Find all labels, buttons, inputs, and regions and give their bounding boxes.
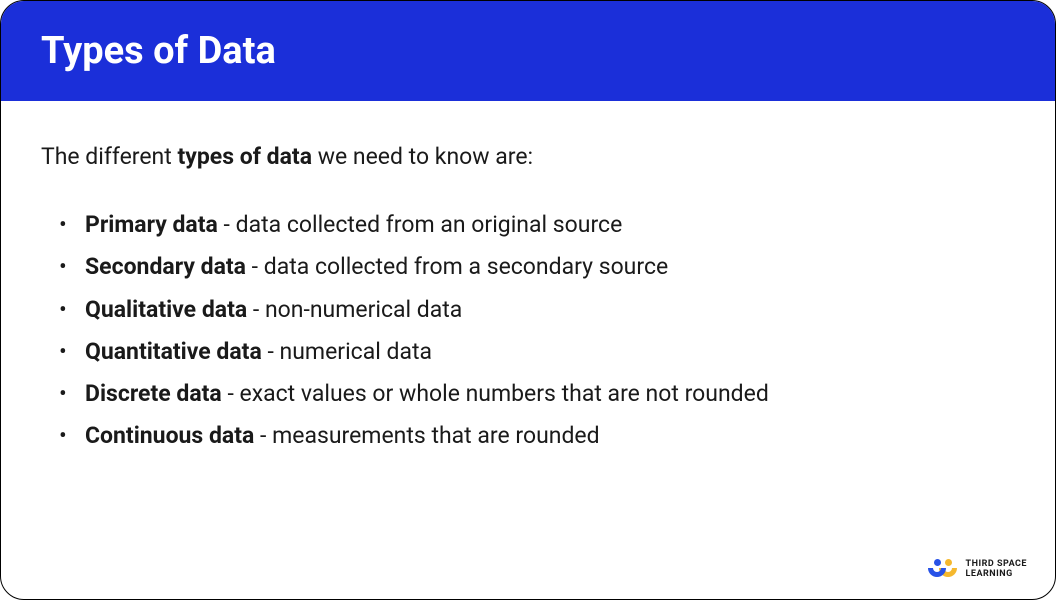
term: Qualitative data bbox=[85, 296, 247, 323]
logo-line2: LEARNING bbox=[966, 570, 1027, 580]
slide-card: Types of Data The different types of dat… bbox=[0, 0, 1056, 600]
term: Secondary data bbox=[85, 253, 246, 280]
definition: - data collected from a secondary source bbox=[246, 253, 668, 280]
list-item: Continuous data - measurements that are … bbox=[59, 420, 1015, 452]
list-item: Qualitative data - non-numerical data bbox=[59, 294, 1015, 326]
definition: - data collected from an original source bbox=[218, 211, 622, 238]
content-area: The different types of data we need to k… bbox=[1, 101, 1055, 452]
list-item: Quantitative data - numerical data bbox=[59, 336, 1015, 368]
logo-icon bbox=[928, 559, 958, 581]
definition: - non-numerical data bbox=[247, 296, 462, 323]
logo-text: THIRD SPACE LEARNING bbox=[966, 560, 1027, 580]
term: Continuous data bbox=[85, 422, 254, 449]
brand-logo: THIRD SPACE LEARNING bbox=[928, 559, 1027, 581]
header-bar: Types of Data bbox=[1, 1, 1055, 101]
definition: - numerical data bbox=[262, 338, 432, 365]
definition: - exact values or whole numbers that are… bbox=[222, 380, 769, 407]
list-item: Secondary data - data collected from a s… bbox=[59, 251, 1015, 283]
list-item: Discrete data - exact values or whole nu… bbox=[59, 378, 1015, 410]
intro-text: The different types of data we need to k… bbox=[41, 141, 1015, 173]
list-item: Primary data - data collected from an or… bbox=[59, 209, 1015, 241]
intro-bold: types of data bbox=[177, 143, 312, 170]
definition: - measurements that are rounded bbox=[254, 422, 599, 449]
intro-suffix: we need to know are: bbox=[312, 143, 533, 170]
term: Discrete data bbox=[85, 380, 222, 407]
slide-title: Types of Data bbox=[41, 29, 1015, 73]
intro-prefix: The different bbox=[41, 143, 177, 170]
term: Primary data bbox=[85, 211, 218, 238]
term: Quantitative data bbox=[85, 338, 262, 365]
data-types-list: Primary data - data collected from an or… bbox=[41, 209, 1015, 452]
